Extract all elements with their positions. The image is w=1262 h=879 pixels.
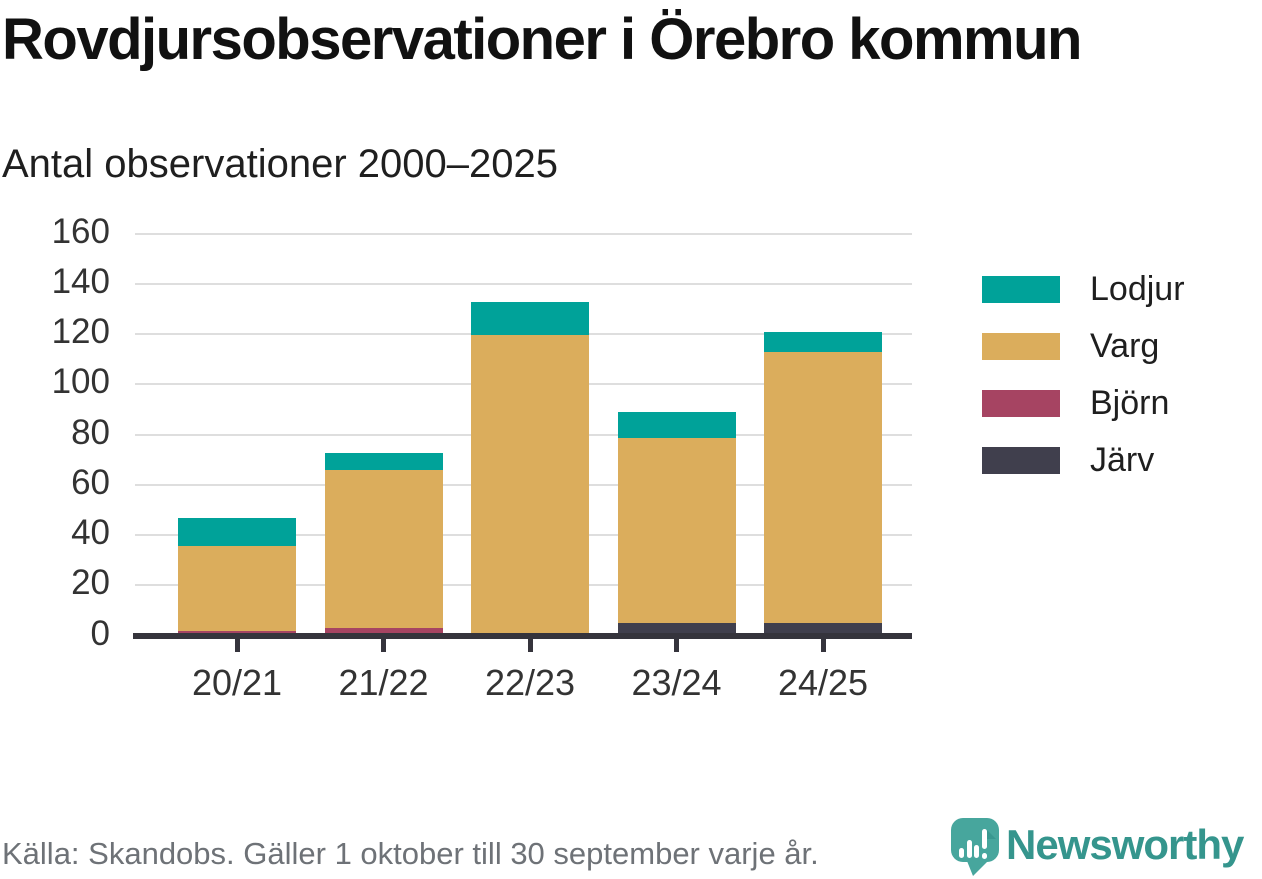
bar-segment-björn bbox=[178, 630, 296, 634]
logo-exclamation-icon bbox=[981, 829, 987, 849]
bar-segment-varg bbox=[617, 437, 736, 624]
legend-item-varg: Varg bbox=[982, 327, 1185, 365]
axis-tick bbox=[234, 639, 240, 652]
axis-tick bbox=[527, 639, 533, 652]
bar-segment-varg bbox=[324, 470, 443, 629]
bar-segment-lodjur bbox=[324, 452, 443, 471]
x-axis-tick-label: 24/25 bbox=[777, 662, 869, 703]
gridline bbox=[135, 232, 912, 235]
bar-segment-lodjur bbox=[617, 412, 736, 438]
legend-label: Järv bbox=[1090, 441, 1155, 479]
y-axis-tick-label: 160 bbox=[51, 211, 110, 251]
page-title: Rovdjursobservationer i Örebro kommun bbox=[2, 7, 1082, 72]
legend-label: Björn bbox=[1090, 384, 1170, 422]
bar-segment-varg bbox=[764, 352, 882, 624]
axis-tick bbox=[674, 639, 679, 652]
x-axis-tick-label: 23/24 bbox=[631, 662, 722, 703]
bar-segment-lodjur bbox=[764, 332, 882, 353]
y-axis-tick-label: 140 bbox=[51, 261, 110, 301]
legend-label: Lodjur bbox=[1090, 270, 1185, 308]
x-axis-tick-label: 21/22 bbox=[338, 662, 429, 703]
gridline bbox=[135, 282, 912, 285]
legend-item-järv: Järv bbox=[982, 441, 1185, 479]
logo-barchart-icon bbox=[974, 845, 979, 858]
y-axis-tick-label: 20 bbox=[71, 563, 110, 603]
legend-label: Varg bbox=[1090, 327, 1160, 365]
y-axis-tick-label: 120 bbox=[51, 312, 110, 351]
x-axis-line bbox=[133, 633, 912, 639]
legend-item-björn: Björn bbox=[982, 384, 1185, 422]
bar-segment-lodjur bbox=[178, 517, 296, 546]
x-axis-tick-label: 22/23 bbox=[484, 662, 576, 703]
logo-bubble-tail bbox=[967, 861, 988, 876]
y-axis-tick-label: 0 bbox=[90, 613, 110, 653]
brand-wordmark: Newsworthy bbox=[1006, 821, 1244, 868]
legend-swatch-icon bbox=[982, 447, 1060, 474]
bar-segment-varg bbox=[471, 334, 589, 634]
axis-tick bbox=[381, 639, 386, 652]
y-axis-tick-label: 60 bbox=[71, 462, 110, 502]
logo-barchart-icon bbox=[959, 848, 964, 858]
bar-segment-björn bbox=[324, 628, 443, 634]
chart-subtitle: Antal observationer 2000–2025 bbox=[2, 142, 558, 186]
bar-segment-järv bbox=[764, 623, 882, 634]
legend-swatch-icon bbox=[982, 276, 1060, 303]
bar-24/25 bbox=[764, 332, 882, 634]
bar-20/21 bbox=[178, 517, 296, 634]
bar-segment-varg bbox=[178, 545, 296, 631]
legend-item-lodjur: Lodjur bbox=[982, 270, 1185, 308]
legend-swatch-icon bbox=[982, 390, 1060, 417]
bar-23/24 bbox=[617, 412, 736, 634]
y-axis-tick-label: 40 bbox=[71, 513, 110, 552]
newsworthy-logo: Newsworthy bbox=[951, 817, 1261, 877]
y-axis-tick-label: 80 bbox=[71, 412, 110, 452]
logo-exclamation-dot bbox=[981, 853, 987, 859]
x-axis-tick-label: 20/21 bbox=[191, 662, 283, 703]
y-axis-tick-label: 100 bbox=[51, 362, 110, 402]
bar-22/23 bbox=[471, 301, 589, 634]
axis-tick bbox=[820, 639, 826, 652]
source-note: Källa: Skandobs. Gäller 1 oktober till 3… bbox=[2, 836, 819, 871]
legend-swatch-icon bbox=[982, 333, 1060, 360]
bar-segment-järv bbox=[617, 623, 736, 634]
bar-segment-lodjur bbox=[471, 301, 589, 335]
bar-21/22 bbox=[324, 452, 443, 634]
chart-legend: Lodjur Varg Björn Järv bbox=[982, 270, 1185, 504]
logo-fold-shade bbox=[987, 830, 996, 839]
logo-barchart-icon bbox=[966, 840, 972, 858]
